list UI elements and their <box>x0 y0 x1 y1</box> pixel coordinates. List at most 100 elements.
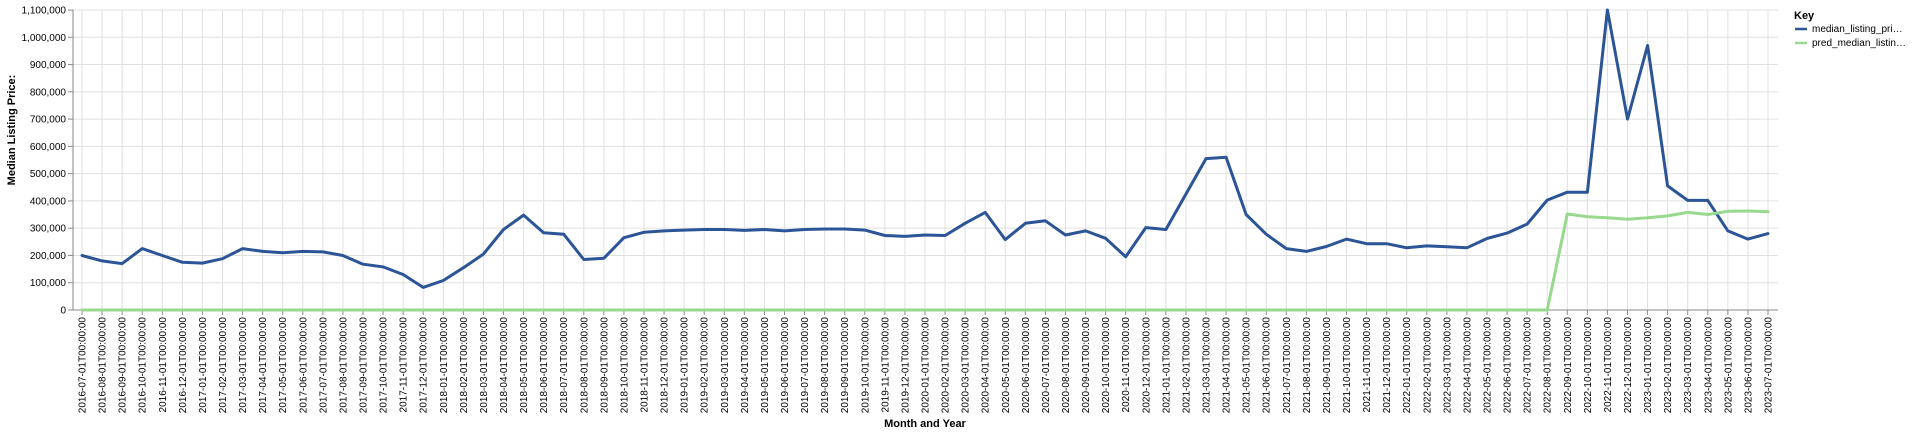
x-tick-label: 2021-05-01T00:00:00 <box>1242 317 1253 414</box>
x-tick-label: 2023-07-01T00:00:00 <box>1764 317 1775 414</box>
x-tick-label: 2022-02-01T00:00:00 <box>1422 317 1433 414</box>
x-tick-label: 2023-04-01T00:00:00 <box>1703 317 1714 414</box>
y-tick-label: 700,000 <box>30 115 67 126</box>
x-tick-label: 2023-01-01T00:00:00 <box>1643 317 1654 414</box>
x-tick-label: 2017-08-01T00:00:00 <box>338 317 349 414</box>
y-tick-label: 800,000 <box>30 87 67 98</box>
x-tick-label: 2020-12-01T00:00:00 <box>1141 317 1152 414</box>
x-tick-label: 2017-03-01T00:00:00 <box>238 317 249 414</box>
x-tick-label: 2020-03-01T00:00:00 <box>961 317 972 414</box>
x-tick-label: 2022-05-01T00:00:00 <box>1483 317 1494 414</box>
x-tick-label: 2019-10-01T00:00:00 <box>860 317 871 414</box>
x-tick-label: 2019-07-01T00:00:00 <box>800 317 811 414</box>
x-tick-label: 2018-02-01T00:00:00 <box>459 317 470 414</box>
legend: Key median_listing_pri… pred_median_listi… <box>1794 10 1906 49</box>
x-tick-label: 2016-10-01T00:00:00 <box>138 317 149 414</box>
x-tick-label: 2021-08-01T00:00:00 <box>1302 317 1313 414</box>
y-tick-label: 600,000 <box>30 142 67 153</box>
x-tick-label: 2019-12-01T00:00:00 <box>900 317 911 414</box>
x-tick-label: 2021-11-01T00:00:00 <box>1362 317 1373 413</box>
x-tick-label: 2017-12-01T00:00:00 <box>419 317 430 414</box>
y-tick-label: 500,000 <box>30 169 67 180</box>
x-tick-label: 2018-06-01T00:00:00 <box>539 317 550 414</box>
x-tick-label: 2019-05-01T00:00:00 <box>760 317 771 414</box>
y-tick-label: 0 <box>60 306 66 317</box>
x-tick-label: 2020-08-01T00:00:00 <box>1061 317 1072 414</box>
x-tick-label: 2021-01-01T00:00:00 <box>1161 317 1172 414</box>
y-axis: 0 100,000 200,000 300,000 400,000 500,000 600,… <box>22 6 74 317</box>
x-tick-label: 2021-10-01T00:00:00 <box>1342 317 1353 414</box>
x-tick-label: 2016-07-01T00:00:00 <box>78 317 89 414</box>
x-tick-label: 2019-02-01T00:00:00 <box>700 317 711 414</box>
x-tick-label: 2017-06-01T00:00:00 <box>298 317 309 414</box>
x-tick-label: 2017-04-01T00:00:00 <box>258 317 269 414</box>
y-tick-label: 400,000 <box>30 196 67 207</box>
x-tick-label: 2022-06-01T00:00:00 <box>1503 317 1514 414</box>
gridlines <box>73 9 1778 311</box>
x-tick-label: 2022-01-01T00:00:00 <box>1402 317 1413 414</box>
x-tick-label: 2020-06-01T00:00:00 <box>1021 317 1032 414</box>
x-tick-label: 2018-09-01T00:00:00 <box>599 317 610 414</box>
x-tick-label: 2020-10-01T00:00:00 <box>1101 317 1112 414</box>
x-tick-label: 2021-09-01T00:00:00 <box>1322 317 1333 414</box>
x-tick-label: 2021-12-01T00:00:00 <box>1382 317 1393 414</box>
y-tick-label: 300,000 <box>30 224 67 235</box>
x-tick-label: 2017-07-01T00:00:00 <box>318 317 329 414</box>
x-tick-label: 2022-11-01T00:00:00 <box>1603 317 1614 413</box>
x-tick-label: 2018-01-01T00:00:00 <box>439 317 450 414</box>
x-tick-label: 2019-11-01T00:00:00 <box>880 317 891 413</box>
x-tick-label: 2023-05-01T00:00:00 <box>1723 317 1734 414</box>
x-tick-label: 2022-10-01T00:00:00 <box>1583 317 1594 414</box>
x-tick-label: 2019-08-01T00:00:00 <box>820 317 831 414</box>
x-tick-label: 2017-10-01T00:00:00 <box>379 317 390 414</box>
x-tick-label: 2016-11-01T00:00:00 <box>158 317 169 413</box>
x-axis-title: Month and Year <box>884 418 966 430</box>
x-tick-label: 2019-06-01T00:00:00 <box>780 317 791 414</box>
x-tick-label: 2022-08-01T00:00:00 <box>1543 317 1554 414</box>
x-tick-label: 2020-07-01T00:00:00 <box>1041 317 1052 414</box>
x-tick-label: 2023-02-01T00:00:00 <box>1663 317 1674 414</box>
series-line-2 <box>80 209 1770 312</box>
y-tick-label: 900,000 <box>30 60 67 71</box>
x-tick-label: 2018-10-01T00:00:00 <box>619 317 630 414</box>
x-tick-label: 2018-08-01T00:00:00 <box>579 317 590 414</box>
y-tick-label: 100,000 <box>30 278 67 289</box>
x-axis: 2016-07-01T00:00:00 2016-08-01T00:00:00 20… <box>73 309 1778 414</box>
x-tick-label: 2016-09-01T00:00:00 <box>118 317 129 414</box>
y-axis-title: Median Listing Price: <box>6 75 18 186</box>
x-tick-label: 2023-03-01T00:00:00 <box>1683 317 1694 414</box>
x-tick-label: 2023-06-01T00:00:00 <box>1743 317 1754 414</box>
x-tick-label: 2021-02-01T00:00:00 <box>1181 317 1192 414</box>
x-tick-label: 2019-04-01T00:00:00 <box>740 317 751 414</box>
x-tick-label: 2016-08-01T00:00:00 <box>98 317 109 414</box>
x-tick-label: 2022-03-01T00:00:00 <box>1442 317 1453 414</box>
series-lines <box>80 8 1770 312</box>
x-tick-label: 2018-12-01T00:00:00 <box>660 317 671 414</box>
legend-title: Key <box>1794 10 1815 22</box>
x-tick-label: 2018-03-01T00:00:00 <box>479 317 490 414</box>
x-tick-label: 2022-12-01T00:00:00 <box>1623 317 1634 414</box>
x-tick-label: 2017-09-01T00:00:00 <box>359 317 370 414</box>
x-tick-label: 2020-05-01T00:00:00 <box>1001 317 1012 414</box>
y-tick-label: 200,000 <box>30 251 67 262</box>
x-tick-label: 2018-04-01T00:00:00 <box>499 317 510 414</box>
x-tick-label: 2022-04-01T00:00:00 <box>1462 317 1473 414</box>
x-tick-label: 2019-01-01T00:00:00 <box>680 317 691 414</box>
x-tick-label: 2017-11-01T00:00:00 <box>399 317 410 413</box>
x-tick-label: 2018-07-01T00:00:00 <box>559 317 570 414</box>
y-tick-label: 1,000,000 <box>22 33 67 44</box>
legend-entry-label: pred_median_listin… <box>1812 38 1906 49</box>
x-tick-label: 2019-03-01T00:00:00 <box>720 317 731 414</box>
series-line-1 <box>80 8 1770 289</box>
x-tick-label: 2017-01-01T00:00:00 <box>198 317 209 414</box>
x-tick-label: 2020-02-01T00:00:00 <box>941 317 952 414</box>
y-tick-label: 1,100,000 <box>22 6 67 17</box>
x-tick-label: 2017-05-01T00:00:00 <box>278 317 289 414</box>
x-tick-label: 2018-05-01T00:00:00 <box>519 317 530 414</box>
x-tick-label: 2020-11-01T00:00:00 <box>1121 317 1132 413</box>
legend-entry-label: median_listing_pri… <box>1812 24 1903 35</box>
x-tick-label: 2018-11-01T00:00:00 <box>640 317 651 413</box>
x-tick-label: 2020-09-01T00:00:00 <box>1081 317 1092 414</box>
x-tick-label: 2021-06-01T00:00:00 <box>1262 317 1273 414</box>
